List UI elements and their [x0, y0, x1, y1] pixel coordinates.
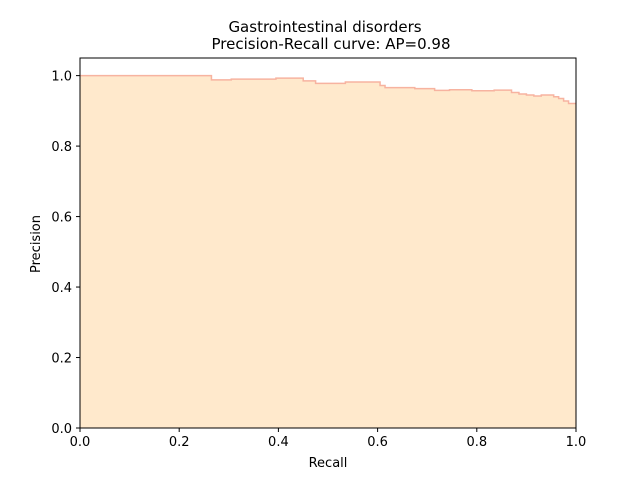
- y-tick-label: 0.6: [51, 211, 72, 226]
- x-tick-label: 1.0: [566, 435, 587, 450]
- chart-title-line2: Precision-Recall curve: AP=0.98: [212, 35, 451, 53]
- chart-title-line1: Gastrointestinal disorders: [228, 18, 421, 36]
- x-tick-label: 0.8: [466, 435, 487, 450]
- y-tick-label: 0.4: [51, 281, 72, 296]
- plot-frame: [79, 57, 577, 429]
- precision-recall-line: [80, 74, 576, 105]
- y-tick-label: 0.8: [51, 140, 72, 155]
- y-tick-label: 1.0: [51, 70, 72, 85]
- x-tick-label: 0.6: [367, 435, 388, 450]
- y-tick-label: 0.2: [51, 352, 72, 367]
- x-tick-label: 0.4: [268, 435, 289, 450]
- x-tick-label: 0.2: [169, 435, 190, 450]
- x-tick-label: 0.0: [70, 435, 91, 450]
- y-axis-label: Precision: [29, 215, 44, 273]
- x-axis-label: Recall: [309, 456, 348, 471]
- area-fill: [80, 75, 576, 429]
- y-tick-label: 0.0: [51, 422, 72, 437]
- plot-area: 0.0 0.2 0.4 0.6 0.8 1.0 0.0 0.2 0.4 0.6 0.8 1.0: [51, 57, 587, 450]
